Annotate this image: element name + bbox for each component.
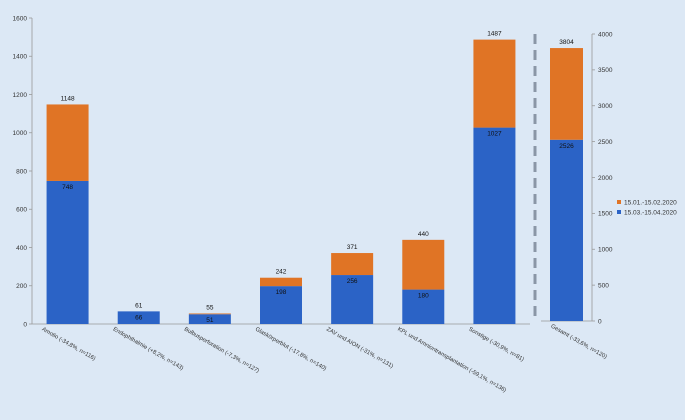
y-tick-label: 400: [16, 245, 27, 252]
total-plot-area: 0 500 1000 1500 2000 2500 3000 3500 4000 2526 3804…: [541, 31, 613, 361]
legend: 15.01.-15.02.2020 15.03.-15.04.2020: [617, 200, 677, 217]
y-tick-label: 200: [16, 283, 27, 290]
bar-segment-orange: [46, 104, 89, 181]
inner-data-label: 1027: [487, 131, 502, 138]
bar-segment-blue: [260, 286, 302, 324]
bar-segment-orange: [473, 39, 516, 128]
bar-segment-blue: [473, 127, 516, 325]
right-y-tick-label: 3500: [598, 67, 613, 74]
total-data-label: 55: [206, 304, 214, 311]
total-data-label: 1148: [61, 95, 75, 102]
right-y-tick-label: 0: [598, 318, 602, 325]
right-y-tick-label: 2000: [598, 175, 613, 182]
y-tick-label: 0: [23, 321, 27, 328]
inner-data-label: 748: [62, 184, 73, 191]
category-label: Bulbusperforation (-7,3%, n=127): [183, 327, 260, 375]
legend-label: 15.01.-15.02.2020: [624, 200, 677, 207]
y-tick-label: 1000: [13, 130, 28, 137]
total-data-label: 440: [418, 231, 429, 238]
y-tick-label: 800: [16, 168, 27, 175]
bar-segment-blue: [117, 311, 160, 324]
total-data-label: 371: [347, 244, 358, 251]
category-label: Amotio (-34,8%, n=116): [41, 327, 97, 363]
bar-segment-blue: [46, 180, 89, 324]
category-label: ZAV und AION (-31%, n=131): [325, 327, 394, 370]
inner-data-label: 66: [135, 314, 143, 321]
bar-segment-blue: [402, 289, 445, 324]
legend-swatch: [617, 210, 621, 214]
category-label: Endophthalmie (+8,2%, n=143): [112, 327, 185, 372]
category-label: Sonstige (-30,9%, n=81): [467, 327, 524, 364]
legend-swatch: [617, 200, 621, 204]
right-y-tick-label: 1500: [598, 211, 613, 218]
right-y-tick-label: 4000: [598, 31, 613, 38]
bar-segment-orange: [260, 277, 302, 287]
bar-segment-orange: [402, 239, 445, 290]
inner-data-label: 198: [276, 289, 287, 296]
legend-label: 15.03.-15.04.2020: [624, 210, 677, 217]
total-bar-segment-blue: [550, 139, 583, 321]
right-y-tick-label: 500: [598, 282, 609, 289]
bar-segment-blue: [188, 314, 231, 324]
total-bar-segment-orange: [550, 48, 583, 140]
y-tick-label: 1200: [13, 92, 28, 99]
right-y-tick-label: 1000: [598, 247, 613, 254]
right-y-tick-label: 3000: [598, 103, 613, 110]
total-data-label: 61: [135, 302, 143, 309]
category-label: Glaskörperblut (-17,8%, n=140): [254, 327, 327, 373]
total-data-label: 242: [276, 269, 287, 276]
total-total-data-label: 3804: [559, 39, 574, 46]
total-data-label: 1487: [487, 31, 502, 38]
inner-data-label: 256: [347, 278, 358, 285]
right-y-tick-label: 2500: [598, 139, 613, 146]
bar-segment-blue: [331, 275, 374, 324]
total-inner-data-label: 2526: [559, 143, 574, 150]
bar-segment-orange: [331, 253, 374, 276]
y-tick-label: 600: [16, 207, 27, 214]
inner-data-label: 51: [206, 317, 214, 324]
category-label: KPL und Amniontransplantation (-59,1%, n…: [396, 327, 507, 394]
y-tick-label: 1400: [13, 54, 28, 61]
bar-segment-orange: [188, 313, 231, 315]
inner-data-label: 180: [418, 293, 429, 300]
y-tick-label: 1600: [13, 15, 28, 22]
main-plot-area: 0 200 400 600 800 1000 1200 1400 1600 748 1148 Amot…: [13, 15, 537, 394]
total-category-label: Gesamt (-33,6%, n=120): [550, 324, 608, 361]
